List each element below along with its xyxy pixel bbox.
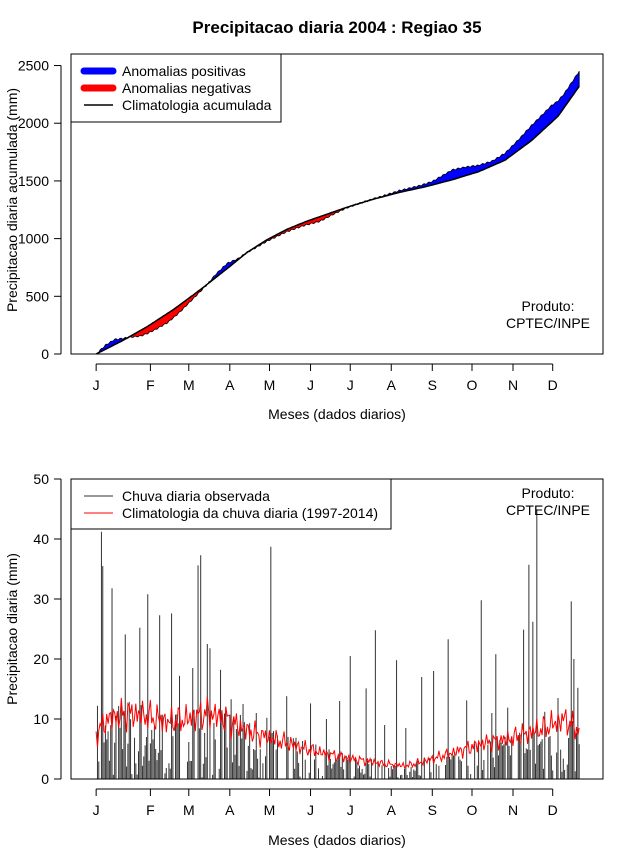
accumulated-x-label: Meses (dados diarios): [268, 406, 406, 422]
accumulated-y-tick-label: 1000: [18, 231, 49, 247]
credit-org-top: CPTEC/INPE: [506, 315, 590, 331]
credit-label-top: Produto:: [522, 298, 575, 314]
accumulated-x-tick-label: A: [225, 377, 235, 393]
accumulated-x-tick-label: J: [93, 377, 100, 393]
accumulated-x-tick-label: J: [347, 377, 354, 393]
accumulated-x-tick-label: O: [467, 377, 478, 393]
accumulated-y-tick-label: 2000: [18, 115, 49, 131]
accumulated-legend: Anomalias positivas Anomalias negativas …: [70, 53, 282, 123]
accumulated-x-tick-label: M: [264, 377, 276, 393]
accumulated-x-tick-label: J: [307, 377, 314, 393]
credit-label-bottom: Produto:: [522, 485, 575, 501]
daily-x-tick-label: D: [548, 802, 558, 818]
daily-x-tick-label: N: [508, 802, 518, 818]
legend-label-climatology: Climatologia acumulada: [122, 97, 272, 113]
daily-x-tick-label: M: [183, 802, 195, 818]
accumulated-x-tick-label: M: [183, 377, 195, 393]
daily-x-tick-label: S: [428, 802, 437, 818]
accumulated-marks: [95, 71, 580, 355]
accumulated-y-axis: 0 500 1000 1500 2000 2500: [18, 58, 62, 362]
chart-title: Precipitacao diaria 2004 : Regiao 35: [192, 18, 481, 37]
daily-x-tick-label: O: [467, 802, 478, 818]
daily-x-tick-label: J: [307, 802, 314, 818]
accumulated-x-tick-label: N: [508, 377, 518, 393]
accumulated-x-tick-label: S: [428, 377, 437, 393]
daily-legend-box: [70, 478, 392, 530]
daily-y-tick-label: 40: [33, 531, 49, 547]
accumulated-chart: 0 500 1000 1500 2000 2500 J F M A M J J A S O N D Precip…: [4, 53, 604, 422]
negative-anomaly-area: [253, 205, 351, 250]
accumulated-plot-frame: [70, 53, 604, 355]
daily-y-tick-label: 30: [33, 591, 49, 607]
legend-label-negative: Anomalias negativas: [122, 80, 251, 96]
daily-x-label: Meses (dados diarios): [268, 832, 406, 848]
credit-org-bottom: CPTEC/INPE: [506, 502, 590, 518]
daily-marks: [95, 509, 580, 779]
daily-x-tick-label: A: [225, 802, 235, 818]
accumulated-y-tick-label: 0: [41, 346, 49, 362]
legend-label-positive: Anomalias positivas: [122, 63, 246, 79]
accumulated-y-label: Precipitacao diaria acumulada (mm): [4, 88, 20, 312]
daily-y-tick-label: 50: [33, 471, 49, 487]
accumulated-y-tick-label: 1500: [18, 173, 49, 189]
daily-y-label: Precipitacao diaria (mm): [4, 553, 20, 705]
daily-x-tick-label: F: [146, 802, 155, 818]
daily-y-tick-label: 20: [33, 651, 49, 667]
daily-x-tick-label: J: [93, 802, 100, 818]
daily-x-tick-label: J: [347, 802, 354, 818]
legend-label-daily-climatology: Climatologia da chuva diaria (1997-2014): [122, 505, 378, 521]
legend-label-observed: Chuva diaria observada: [122, 488, 270, 504]
climatology-accumulated-line: [95, 85, 580, 355]
accumulated-y-tick-label: 2500: [18, 58, 49, 74]
positive-anomaly-area: [377, 71, 580, 199]
daily-x-tick-label: A: [387, 802, 397, 818]
climatology-daily-line: [95, 696, 580, 771]
accumulated-x-tick-label: D: [548, 377, 558, 393]
accumulated-x-tick-label: A: [387, 377, 397, 393]
daily-y-axis: 0 10 20 30 40 50: [33, 471, 62, 787]
accumulated-x-tick-label: F: [146, 377, 155, 393]
daily-chart: 0 10 20 30 40 50 J F M A M J J A S O N D Precipitacao di…: [4, 471, 604, 848]
daily-y-tick-label: 0: [41, 771, 49, 787]
daily-y-tick-label: 10: [33, 711, 49, 727]
daily-x-tick-label: M: [264, 802, 276, 818]
daily-legend: Chuva diaria observada Climatologia da c…: [70, 478, 392, 530]
accumulated-y-tick-label: 500: [26, 288, 50, 304]
